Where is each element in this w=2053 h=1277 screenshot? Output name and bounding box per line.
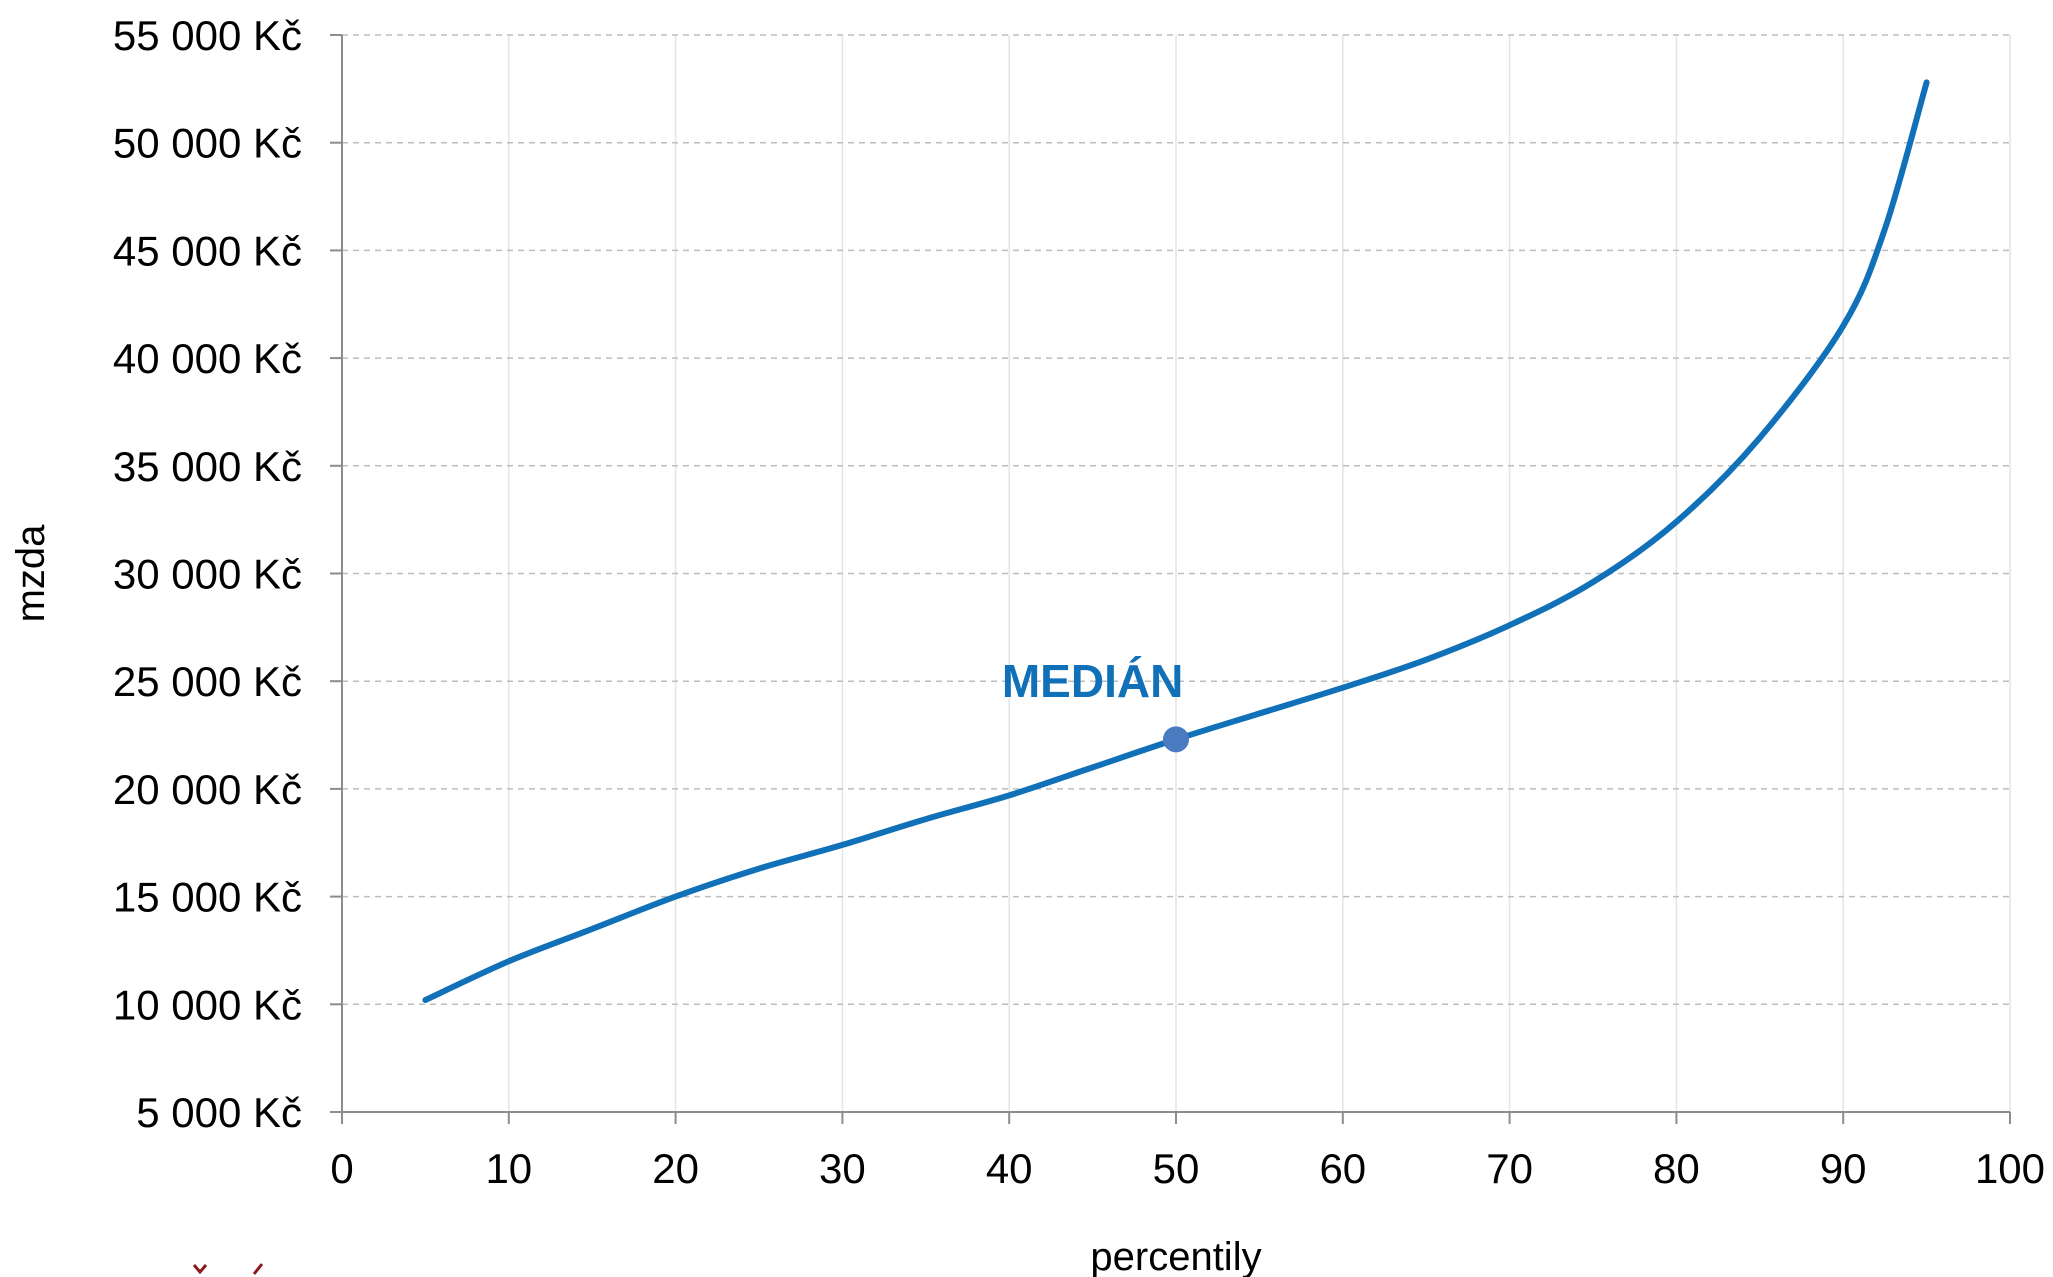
y-tick-label: 55 000 Kč [113,12,302,59]
y-tick-label: 15 000 Kč [113,874,302,921]
y-axis-title: mzda [9,524,53,623]
median-point [1163,726,1189,753]
wage-percentile-line [422,79,1930,1003]
x-tick-label: 70 [1486,1145,1533,1192]
y-tick-label: 10 000 Kč [113,981,302,1028]
x-tick-label: 0 [330,1145,353,1192]
y-tick-label: 20 000 Kč [113,766,302,813]
x-tick-label: 50 [1153,1145,1200,1192]
y-tick-label: 40 000 Kč [113,335,302,382]
y-tick-label: 5 000 Kč [136,1089,302,1136]
x-tick-label: 20 [652,1145,699,1192]
y-tick-label: 25 000 Kč [113,658,302,705]
x-tick-label: 40 [986,1145,1033,1192]
median-annotation: MEDIÁN [1002,655,1183,707]
x-tick-label: 100 [1975,1145,2045,1192]
x-axis-title: percentily [1090,1235,1261,1277]
x-ticks: 0 10 20 30 40 50 60 70 80 90 100 [330,1112,2045,1192]
x-tick-label: 60 [1319,1145,1366,1192]
x-tick-label: 90 [1820,1145,1867,1192]
x-tick-label: 30 [819,1145,866,1192]
y-tick-label: 35 000 Kč [113,443,302,490]
logo-fragment-icon [192,1263,264,1275]
x-tick-label: 80 [1653,1145,1700,1192]
y-ticks: 5 000 Kč 10 000 Kč 15 000 Kč 20 000 Kč 25 00… [113,12,342,1136]
y-tick-label: 30 000 Kč [113,551,302,598]
y-tick-label: 50 000 Kč [113,120,302,167]
y-tick-label: 45 000 Kč [113,227,302,274]
x-tick-label: 10 [485,1145,532,1192]
gridlines [342,34,2011,1112]
